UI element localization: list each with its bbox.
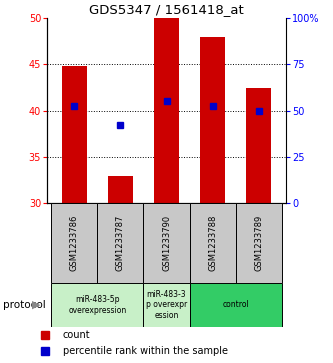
Bar xyxy=(62,66,87,203)
Text: control: control xyxy=(222,301,249,309)
Bar xyxy=(144,283,189,327)
Title: GDS5347 / 1561418_at: GDS5347 / 1561418_at xyxy=(89,3,244,16)
Bar xyxy=(236,203,282,283)
Text: count: count xyxy=(63,330,90,340)
Bar xyxy=(154,18,179,203)
Bar xyxy=(144,203,189,283)
Bar xyxy=(108,175,133,203)
Bar xyxy=(51,203,97,283)
Bar xyxy=(97,203,144,283)
Text: percentile rank within the sample: percentile rank within the sample xyxy=(63,346,228,356)
Text: GSM1233790: GSM1233790 xyxy=(162,215,171,271)
Text: GSM1233788: GSM1233788 xyxy=(208,215,217,272)
Text: GSM1233789: GSM1233789 xyxy=(254,215,263,271)
Text: GSM1233787: GSM1233787 xyxy=(116,215,125,272)
Text: ▶: ▶ xyxy=(32,300,40,310)
Bar xyxy=(189,203,236,283)
Text: miR-483-3
p overexpr
ession: miR-483-3 p overexpr ession xyxy=(146,290,187,320)
Bar xyxy=(246,87,271,203)
Text: miR-483-5p
overexpression: miR-483-5p overexpression xyxy=(68,295,127,315)
Bar xyxy=(51,283,144,327)
Bar xyxy=(200,37,225,203)
Text: GSM1233786: GSM1233786 xyxy=(70,215,79,272)
Text: protocol: protocol xyxy=(3,300,46,310)
Bar xyxy=(189,283,282,327)
